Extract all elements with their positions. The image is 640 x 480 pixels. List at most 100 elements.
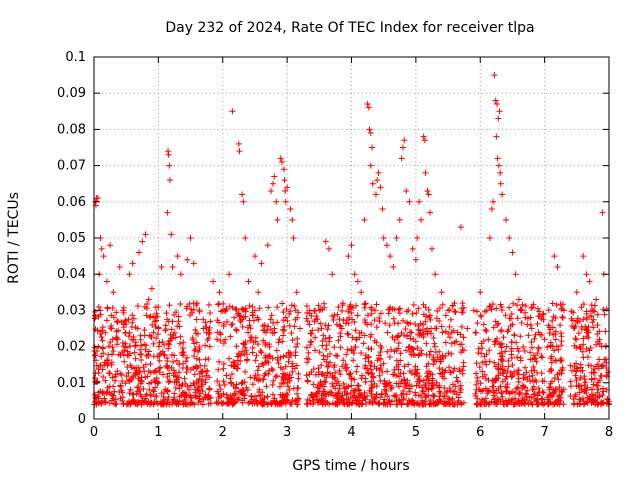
data-point	[335, 304, 342, 311]
data-point	[164, 363, 171, 370]
data-point	[183, 305, 190, 312]
data-point	[386, 354, 393, 361]
data-point	[196, 356, 203, 363]
data-point	[199, 381, 206, 388]
data-point	[382, 401, 389, 408]
data-point	[254, 367, 261, 374]
data-point	[199, 387, 206, 394]
data-point	[172, 334, 179, 341]
grid-lines	[94, 57, 609, 419]
y-tick-label: 0.01	[57, 376, 86, 391]
data-point	[257, 347, 264, 354]
data-point	[593, 382, 600, 389]
data-point	[145, 398, 152, 405]
data-point	[220, 360, 227, 367]
data-point	[431, 343, 438, 350]
data-point	[432, 349, 439, 356]
data-point	[177, 333, 184, 340]
data-point	[343, 351, 350, 358]
data-point	[282, 314, 289, 321]
data-point	[262, 354, 269, 361]
data-point	[425, 306, 432, 313]
data-point	[163, 310, 170, 317]
data-point	[477, 380, 484, 387]
data-point	[257, 392, 264, 399]
data-point	[361, 216, 368, 223]
data-point	[390, 392, 397, 399]
data-point	[125, 316, 132, 323]
data-point	[117, 382, 124, 389]
data-point	[522, 303, 529, 310]
data-point	[126, 390, 133, 397]
data-point	[240, 306, 247, 313]
data-point	[176, 361, 183, 368]
data-point	[315, 399, 322, 406]
data-point	[266, 343, 273, 350]
data-point	[206, 324, 213, 331]
data-point	[279, 392, 286, 399]
data-point	[528, 305, 535, 312]
data-point	[508, 338, 515, 345]
data-point	[371, 396, 378, 403]
data-point	[500, 370, 507, 377]
data-point	[473, 381, 480, 388]
data-point	[239, 323, 246, 330]
data-point	[576, 389, 583, 396]
data-point	[192, 327, 199, 334]
data-point	[338, 325, 345, 332]
data-point	[268, 312, 275, 319]
data-point	[165, 378, 172, 385]
data-point	[479, 373, 486, 380]
y-tick-label: 0.06	[57, 195, 86, 210]
data-point	[598, 363, 605, 370]
data-point	[91, 344, 98, 351]
data-point	[342, 361, 349, 368]
data-point	[232, 326, 239, 333]
data-point	[141, 327, 148, 334]
data-point	[146, 386, 153, 393]
data-point	[104, 357, 111, 364]
data-point	[384, 348, 391, 355]
data-point	[490, 324, 497, 331]
data-point	[100, 373, 107, 380]
data-point	[164, 387, 171, 394]
data-point	[122, 329, 129, 336]
data-point	[343, 367, 350, 374]
data-point	[511, 368, 518, 375]
data-point	[274, 319, 281, 326]
data-point	[395, 340, 402, 347]
data-point	[135, 375, 142, 382]
data-point	[280, 166, 287, 173]
data-point	[531, 390, 538, 397]
data-point	[108, 359, 115, 366]
data-point	[289, 216, 296, 223]
data-point	[232, 306, 239, 313]
data-point	[130, 397, 137, 404]
data-point	[202, 376, 209, 383]
data-point	[593, 296, 600, 303]
data-point	[228, 371, 235, 378]
data-point	[289, 360, 296, 367]
data-point	[315, 326, 322, 333]
data-point	[594, 322, 601, 329]
data-point	[233, 381, 240, 388]
data-point	[487, 304, 494, 311]
data-point	[93, 362, 100, 369]
data-point	[474, 320, 481, 327]
x-tick-label: 6	[476, 425, 484, 440]
data-point	[315, 371, 322, 378]
x-tick-label: 4	[347, 425, 355, 440]
data-point	[512, 395, 519, 402]
data-point	[269, 367, 276, 374]
data-point	[351, 271, 358, 278]
data-point	[500, 334, 507, 341]
data-point	[92, 370, 99, 377]
data-point	[559, 314, 566, 321]
data-point	[504, 368, 511, 375]
data-point	[410, 346, 417, 353]
data-point	[430, 361, 437, 368]
y-tick-label: 0.02	[57, 340, 86, 355]
data-point	[289, 368, 296, 375]
data-point	[397, 399, 404, 406]
data-point	[586, 278, 593, 285]
